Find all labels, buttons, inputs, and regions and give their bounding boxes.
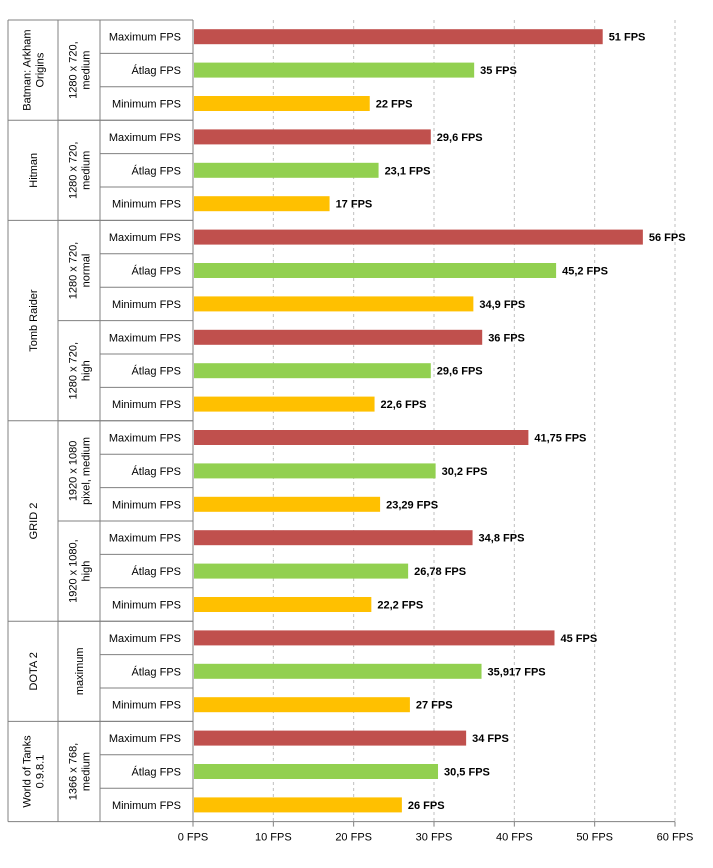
bar-value-label: 41,75 FPS [534, 433, 586, 445]
category-label: Átlag FPS [131, 164, 181, 177]
bar [194, 329, 483, 345]
bar-value-label: 23,29 FPS [386, 499, 438, 511]
setting-label: 1280 x 720,high [68, 342, 93, 400]
category-label: Maximum FPS [109, 132, 181, 144]
bar-value-label: 34,9 FPS [479, 299, 525, 311]
bar [194, 630, 555, 646]
x-tick-label: 40 FPS [496, 832, 533, 844]
x-tick-label: 10 FPS [255, 832, 292, 844]
bar [194, 496, 381, 512]
category-label: Maximum FPS [109, 32, 181, 44]
bar [194, 129, 431, 145]
category-label: Maximum FPS [109, 633, 181, 645]
bar [194, 463, 436, 479]
category-label: Maximum FPS [109, 433, 181, 445]
bar [194, 764, 439, 779]
category-label: Maximum FPS [109, 733, 181, 745]
bar-value-label: 30,2 FPS [442, 466, 488, 478]
bars-layer: 51 FPS 35 FPS 22 FPS 29,6 FPS 23,1 FPS 17 FPS… [194, 29, 686, 813]
bar [194, 396, 375, 412]
game-label: Batman: ArkhamOrigins [22, 29, 47, 110]
setting-label: maximum [74, 647, 86, 695]
bar-value-label: 45,2 FPS [562, 266, 608, 278]
category-label: Minimum FPS [112, 700, 181, 712]
bar [194, 162, 379, 178]
bar-value-label: 26 FPS [408, 800, 445, 812]
bar-value-label: 17 FPS [336, 199, 373, 211]
x-tick-label: 60 FPS [657, 832, 694, 844]
category-label: Átlag FPS [131, 665, 181, 678]
bar [194, 597, 372, 612]
bar-value-label: 22,2 FPS [377, 600, 423, 612]
bar-value-label: 29,6 FPS [437, 132, 483, 144]
bar-value-label: 34 FPS [472, 733, 509, 745]
bar-value-label: 23,1 FPS [385, 165, 431, 177]
bar [194, 730, 467, 746]
bar [194, 196, 330, 212]
game-label: DOTA 2 [28, 652, 40, 690]
setting-label: 1920 x 1080pixel, medium [68, 437, 93, 505]
bar [194, 663, 482, 679]
category-label: Átlag FPS [131, 265, 181, 278]
game-label: Tomb Raider [28, 289, 40, 352]
axis-layer: 0 FPS 10 FPS 20 FPS 30 FPS 40 FPS 50 FPS 60 FP… [7, 19, 694, 844]
bar [194, 62, 475, 78]
category-label: Átlag FPS [131, 365, 181, 378]
bar-value-label: 30,5 FPS [444, 767, 490, 779]
bar-value-label: 29,6 FPS [437, 366, 483, 378]
bar [194, 697, 410, 713]
category-label: Átlag FPS [131, 465, 181, 478]
x-tick-label: 0 FPS [178, 832, 209, 844]
bar-value-label: 27 FPS [416, 700, 453, 712]
category-label: Maximum FPS [109, 232, 181, 244]
bar-value-label: 35 FPS [480, 65, 517, 77]
category-label: Maximum FPS [109, 332, 181, 344]
category-label: Átlag FPS [131, 64, 181, 77]
setting-label: 1280 x 720,medium [68, 41, 93, 99]
bar [194, 263, 557, 278]
setting-label: 1366 x 768,medium [68, 743, 93, 801]
game-label: World of Tanks0.9.8.1 [22, 735, 47, 808]
category-label: Minimum FPS [112, 399, 181, 411]
x-tick-label: 30 FPS [416, 832, 453, 844]
bar-value-label: 56 FPS [649, 232, 686, 244]
x-tick-label: 50 FPS [576, 832, 613, 844]
game-label: GRID 2 [28, 503, 40, 540]
category-label: Átlag FPS [131, 565, 181, 578]
category-label: Maximum FPS [109, 533, 181, 545]
setting-label: 1280 x 720,medium [68, 142, 93, 200]
bar-value-label: 22,6 FPS [381, 399, 427, 411]
setting-label: 1920 x 1080,high [68, 539, 93, 603]
bar [194, 430, 529, 445]
bar [194, 797, 402, 813]
bar [194, 363, 431, 379]
bar-value-label: 22 FPS [376, 99, 413, 111]
bar [194, 29, 603, 45]
bar-value-label: 45 FPS [561, 633, 598, 645]
bar [194, 530, 473, 546]
bar-value-label: 51 FPS [609, 32, 646, 44]
bar [194, 96, 370, 111]
setting-label: 1280 x 720,normal [68, 242, 93, 300]
category-label: Minimum FPS [112, 600, 181, 612]
x-tick-label: 20 FPS [335, 832, 372, 844]
category-label: Minimum FPS [112, 800, 181, 812]
category-label: Minimum FPS [112, 99, 181, 111]
bar-value-label: 26,78 FPS [414, 566, 466, 578]
category-label: Minimum FPS [112, 299, 181, 311]
category-label: Minimum FPS [112, 499, 181, 511]
category-label: Minimum FPS [112, 199, 181, 211]
category-label: Átlag FPS [131, 766, 181, 779]
bar-value-label: 36 FPS [488, 332, 525, 344]
bar-value-label: 35,917 FPS [488, 666, 546, 678]
bar [194, 296, 474, 312]
grid-layer [272, 20, 676, 822]
bar [194, 229, 643, 245]
game-label: Hitman [28, 153, 40, 188]
bar-value-label: 34,8 FPS [479, 533, 525, 545]
bar [194, 563, 409, 579]
